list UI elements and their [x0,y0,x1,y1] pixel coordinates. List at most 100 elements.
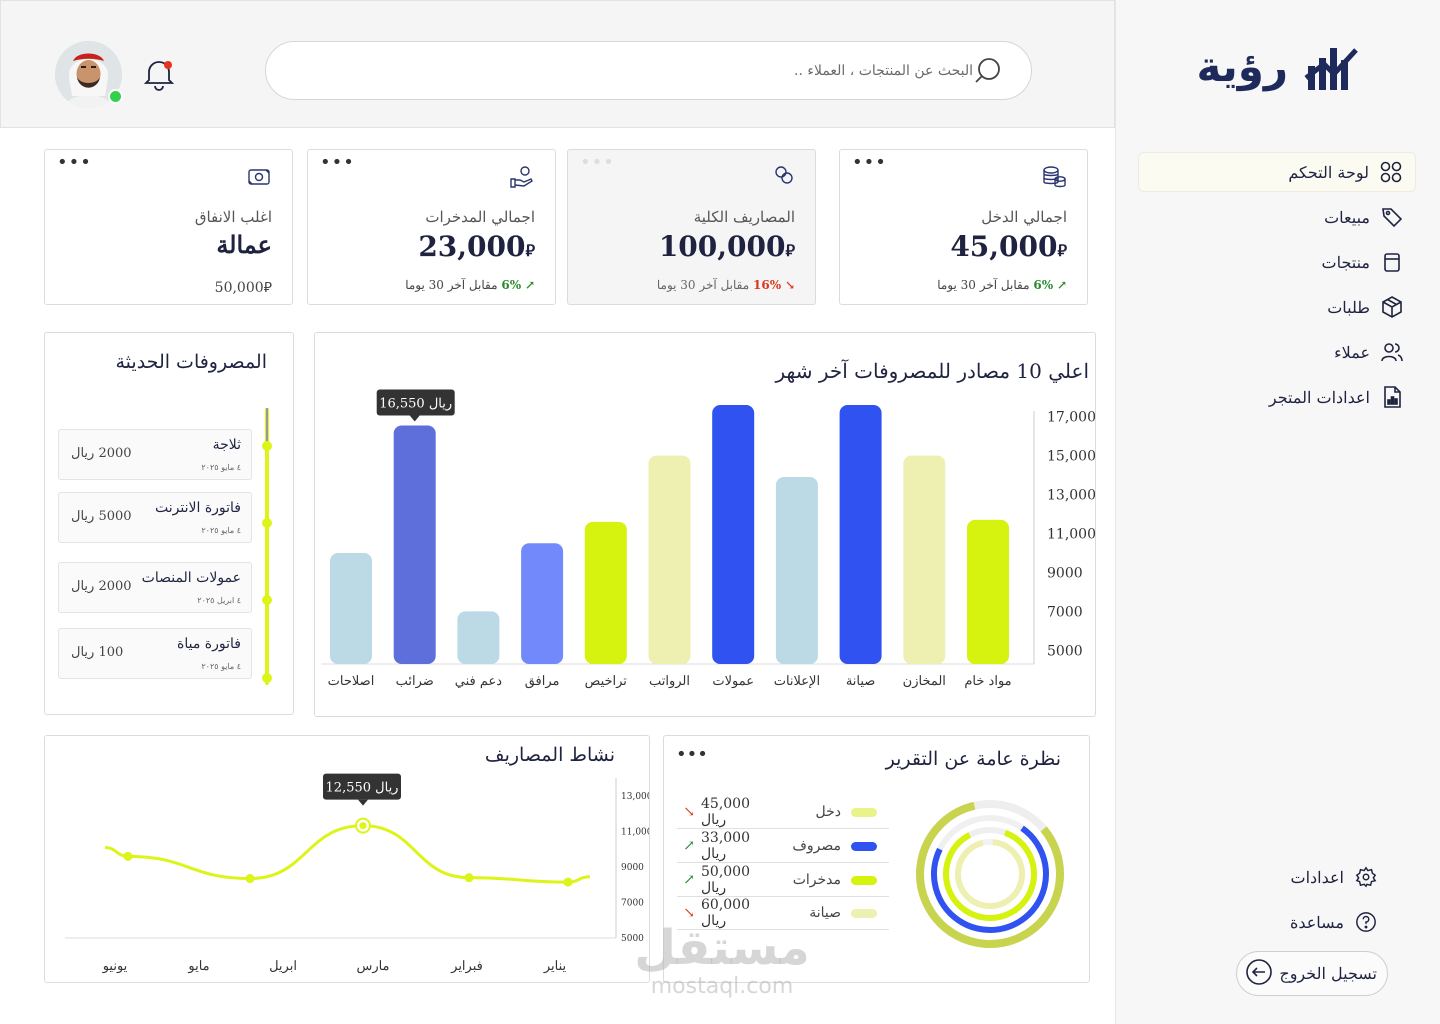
sidebar-item-store-settings[interactable]: اعدادات المتجر [1138,377,1416,417]
x-tick-label: مرافق [525,674,560,689]
stat-card-income: ••• اجمالي الدخل 45,000⃁ ↗ 6% مقابل آخر … [839,149,1088,305]
sidebar-item-label: مساعدة [1289,912,1344,932]
stat-amount: 50,000⃁ [214,280,272,296]
expense-item[interactable]: فاتورة مياة ٤ مايو ٢٠٢٥ 100 ريال [58,628,252,679]
expense-item[interactable]: فاتورة الانترنت ٤ مايو ٢٠٢٥ 5000 ريال [58,492,252,543]
x-tick-label: ابريل [269,959,297,974]
stat-label: اغلب الانفاق [194,208,272,226]
sidebar-item-sales[interactable]: مبيعات [1138,197,1416,237]
report-icon [1380,385,1404,409]
search-bar[interactable] [265,41,1032,100]
overview-value: 60,000 ريال [701,897,750,929]
users-icon [1380,340,1404,364]
sidebar-item-settings[interactable]: اعدادات [1190,857,1390,897]
report-radial-chart [916,800,1064,948]
tag-icon [1380,205,1404,229]
expense-date: ٤ مايو ٢٠٢٥ [201,526,241,535]
logout-button[interactable]: تسجيل الخروج [1236,951,1388,996]
search-input[interactable] [353,62,973,79]
top-header [0,0,1115,128]
stat-card-top-spending: ••• اغلب الانفاق عمالة 50,000⃁ [44,149,293,305]
sidebar-item-products[interactable]: منتجات [1138,242,1416,282]
coins-exchange-icon [773,164,795,190]
expense-item[interactable]: ثلاجة ٤ مايو ٢٠٢٥ 2000 ريال [58,429,252,480]
sidebar-item-label: لوحة التحكم [1288,162,1369,182]
stat-value: 45,000⃁ [950,230,1067,263]
package-icon [1380,295,1404,319]
gear-icon [1354,865,1378,889]
trend-down-icon: ↘ [683,905,695,921]
x-tick-label: اصلاحات [328,674,375,689]
ring-1 [916,800,1064,948]
sidebar-item-orders[interactable]: طلبات [1138,287,1416,327]
x-tick-label: ضرائب [396,674,434,689]
x-tick-label: يناير [543,959,567,974]
timeline-dot [262,518,272,528]
report-overview-panel: نظرة عامة عن التقرير ••• دخل 45,000 ريال… [663,735,1090,983]
sidebar: رؤية لوحة التحكم مبيعات منتجات طلبات [1115,0,1440,1024]
logout-icon [1245,958,1273,990]
legend-swatch [851,875,877,885]
more-options-icon[interactable]: ••• [676,744,708,765]
trend-up-icon: ↗ [1056,278,1067,292]
overview-row: دخل 45,000 ريال ↘ [677,796,889,829]
y-tick-label: 13,000 [1047,488,1095,504]
y-tick-label: 13,000 [621,792,649,802]
sidebar-item-label: عملاء [1334,342,1370,362]
expense-name: فاتورة الانترنت [155,500,241,516]
overview-label: دخل [815,804,842,820]
stat-comparison: ↗ 6% مقابل آخر 30 يوما [937,278,1067,292]
stat-card-savings: ••• اجمالي المدخرات 23,000⃁ ↗ 6% مقابل آ… [307,149,556,305]
stat-value: 23,000⃁ [418,230,535,263]
avatar[interactable] [55,41,122,108]
search-icon[interactable] [973,56,1003,90]
expense-date: ٤ مايو ٢٠٢٥ [201,662,241,671]
expense-amount: 100 ريال [71,645,124,660]
trend-up-icon: ↗ [683,872,695,888]
line-chart-title: نشاط المصاريف [484,744,615,766]
sidebar-item-label: مبيعات [1324,207,1370,227]
sidebar-nav: لوحة التحكم مبيعات منتجات طلبات عملاء [1138,152,1416,422]
logout-label: تسجيل الخروج [1279,964,1377,983]
brand-chart-icon [1304,48,1358,90]
sidebar-item-customers[interactable]: عملاء [1138,332,1416,372]
overview-label: صيانة [809,905,841,921]
y-tick-label: 9000 [1047,565,1083,581]
expense-amount: 5000 ريال [71,509,132,524]
sidebar-item-help[interactable]: مساعدة [1190,902,1390,942]
more-options-icon[interactable]: ••• [57,152,92,173]
expense-item[interactable]: عمولات المنصات ٤ ابريل ٢٠٢٥ 2000 ريال [58,562,252,613]
more-options-icon[interactable]: ••• [580,152,615,173]
sidebar-item-label: طلبات [1327,297,1370,317]
overview-label: مدخرات [792,872,841,888]
bar [839,405,882,664]
top-expense-sources-panel: اعلي 10 مصادر للمصروفات آخر شهر 17,000 15… [314,332,1096,717]
bar [584,521,627,664]
bar [393,425,436,664]
cash-icon [246,164,272,194]
more-options-icon[interactable]: ••• [320,152,355,173]
timeline-track [265,408,269,685]
expense-date: ٤ مايو ٢٠٢٥ [201,463,241,472]
data-point [464,873,474,883]
ring-2 [931,815,1049,933]
overview-value: 45,000 ريال [701,796,750,828]
timeline-scrollbar[interactable] [266,408,268,448]
data-point [359,822,367,830]
brand-logo[interactable]: رؤية [1196,38,1360,94]
sidebar-item-label: اعدادات المتجر [1268,387,1370,407]
legend-swatch [851,841,877,851]
more-options-icon[interactable]: ••• [852,152,887,173]
notification-bell-icon[interactable] [141,56,177,96]
y-tick-label: 5000 [1047,643,1083,659]
bar [648,455,691,664]
x-tick-label: تراخيص [585,674,628,689]
expense-activity-panel: نشاط المصاريف 13,000 11,000 9000 7000 5000 يو… [44,735,650,983]
legend-swatch [851,908,877,918]
overview-row: صيانة 60,000 ريال ↘ [677,897,889,930]
line-chart: 13,000 11,000 9000 7000 5000 يونيو مايو ابريل ما… [65,773,649,974]
sidebar-item-dashboard[interactable]: لوحة التحكم [1138,152,1416,192]
trend-up-icon: ↗ [683,838,695,854]
grid-icon [1379,160,1403,184]
expense-amount: 2000 ريال [71,579,132,594]
